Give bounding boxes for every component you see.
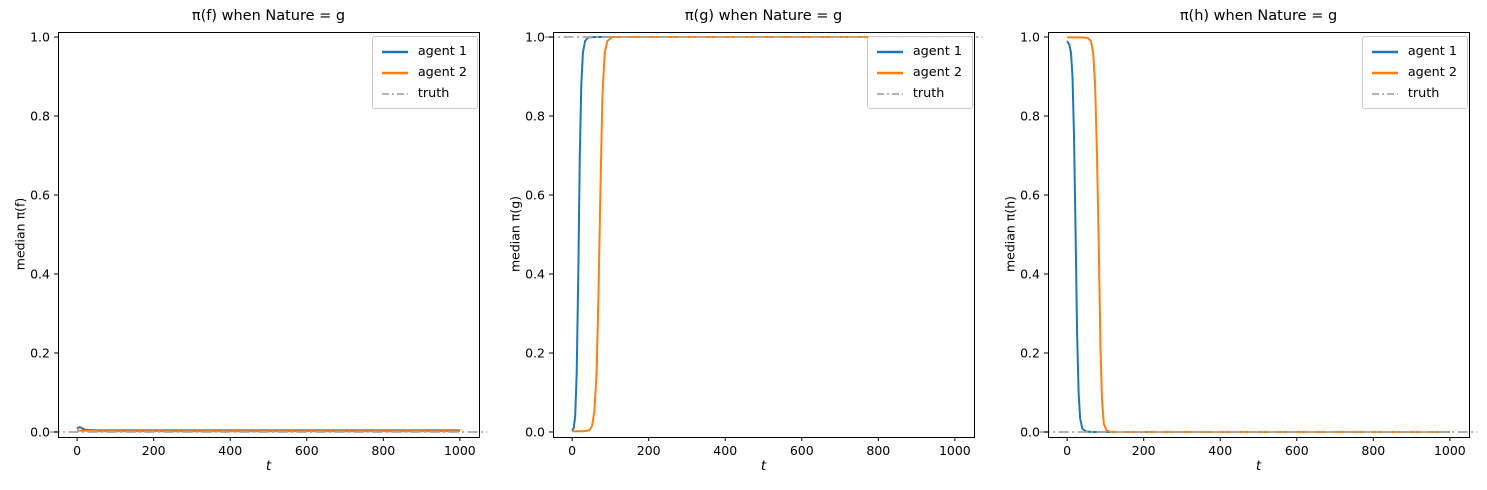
legend-line-swatch-icon [381, 50, 408, 53]
legend-line-swatch-icon [876, 92, 903, 95]
legend-label: truth [912, 86, 945, 101]
legend-line-swatch-icon [876, 71, 903, 74]
plot-title: π(f) when Nature = g [191, 8, 346, 24]
axes-spines [1048, 32, 1470, 438]
subplot-pi-g: π(g) when Nature = g median π(g) 0 200 400… [495, 0, 990, 490]
legend-item-agent-2: agent 2 [876, 62, 962, 83]
x-tick-label: 200 [637, 443, 661, 458]
y-tick-label: 0.2 [1020, 345, 1040, 360]
plot-title: π(g) when Nature = g [684, 8, 843, 24]
x-tick-label: 600 [295, 443, 319, 458]
x-axis-label: t [1255, 458, 1262, 474]
legend-item-truth: truth [876, 83, 962, 104]
y-tick-label: 0.8 [1020, 109, 1040, 124]
y-tick-label: 0.8 [525, 109, 545, 124]
legend-item-truth: truth [1371, 83, 1457, 104]
legend: agent 1 agent 2 truth [866, 36, 973, 109]
x-tick-label: 400 [1208, 443, 1232, 458]
y-tick-label: 0.6 [525, 188, 545, 203]
subplot-pi-h: π(h) when Nature = g median π(h) 0 200 400… [990, 0, 1485, 490]
x-tick-label: 1000 [444, 443, 476, 458]
x-tick-label: 800 [371, 443, 395, 458]
y-tick-label: 1.0 [30, 30, 50, 45]
legend-item-agent-1: agent 1 [381, 41, 467, 62]
y-tick-label: 0.4 [30, 266, 50, 281]
x-tick-label: 0 [1063, 443, 1071, 458]
x-tick-label: 800 [866, 443, 890, 458]
x-tick-label: 600 [1285, 443, 1309, 458]
series-line-agent-2 [76, 429, 460, 433]
y-tick-label: 0.6 [30, 188, 50, 203]
x-tick-label: 1000 [939, 443, 971, 458]
legend-line-swatch-icon [381, 71, 408, 74]
axes-spines [58, 32, 480, 438]
x-tick-label: 800 [1361, 443, 1385, 458]
subplot-pi-f: π(f) when Nature = g median π(f) 0 200 400… [0, 0, 495, 490]
axes-spines [553, 32, 975, 438]
y-tick-label: 0.2 [525, 345, 545, 360]
y-tick-label: 0.0 [525, 424, 545, 439]
y-tick-label: 0.0 [30, 424, 50, 439]
x-tick-label: 0 [568, 443, 576, 458]
y-tick-label: 0.2 [30, 345, 50, 360]
plot-area: 0 200 400 600 800 1000 0.0 0.2 0.4 0.6 0.8 1.0 [30, 30, 488, 458]
legend-item-agent-1: agent 1 [876, 41, 962, 62]
y-tick-label: 1.0 [525, 30, 545, 45]
legend-item-agent-2: agent 2 [381, 62, 467, 83]
legend-line-swatch-icon [1371, 71, 1398, 74]
legend-label: truth [417, 86, 450, 101]
x-tick-label: 0 [73, 443, 81, 458]
legend-label: agent 2 [417, 65, 467, 80]
legend-label: agent 1 [1407, 44, 1457, 59]
legend: agent 1 agent 2 truth [1361, 36, 1468, 109]
legend-line-swatch-icon [1371, 92, 1398, 95]
legend-label: agent 1 [912, 44, 962, 59]
legend-item-truth: truth [381, 83, 467, 104]
legend-label: truth [1407, 86, 1440, 101]
x-tick-label: 1000 [1434, 443, 1466, 458]
x-axis-label: t [760, 458, 767, 474]
plot-area: 0 200 400 600 800 1000 0.0 0.2 0.4 0.6 0.8 1.0 [1020, 30, 1478, 458]
series-line-agent-2 [1067, 36, 1450, 433]
y-tick-label: 0.4 [525, 266, 545, 281]
legend-item-agent-2: agent 2 [1371, 62, 1457, 83]
legend-line-swatch-icon [1371, 50, 1398, 53]
y-tick-label: 0.0 [1020, 424, 1040, 439]
legend-line-swatch-icon [876, 50, 903, 53]
y-tick-label: 0.6 [1020, 188, 1040, 203]
series-line-agent-1 [76, 426, 460, 432]
legend-item-agent-1: agent 1 [1371, 41, 1457, 62]
x-tick-label: 400 [218, 443, 242, 458]
legend: agent 1 agent 2 truth [371, 36, 478, 109]
y-tick-label: 0.4 [1020, 266, 1040, 281]
legend-label: agent 2 [1407, 65, 1457, 80]
y-tick-label: 0.8 [30, 109, 50, 124]
x-tick-label: 600 [790, 443, 814, 458]
legend-label: agent 2 [912, 65, 962, 80]
x-tick-label: 200 [1132, 443, 1156, 458]
legend-label: agent 1 [417, 44, 467, 59]
x-tick-label: 200 [142, 443, 166, 458]
x-axis-label: t [265, 458, 272, 474]
x-tick-label: 400 [713, 443, 737, 458]
legend-line-swatch-icon [381, 92, 408, 95]
y-tick-label: 1.0 [1020, 30, 1040, 45]
plot-title: π(h) when Nature = g [1179, 8, 1338, 24]
